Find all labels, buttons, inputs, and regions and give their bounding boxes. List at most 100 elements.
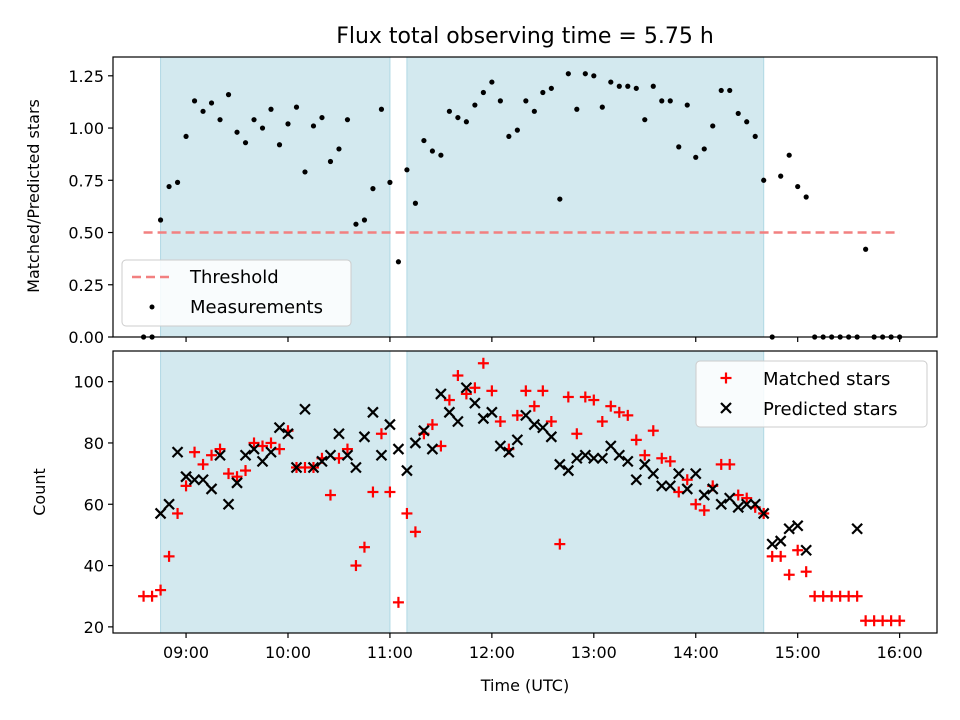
measurement-point — [531, 108, 537, 114]
x-tick-label: 11:00 — [367, 643, 413, 662]
predicted-point — [749, 498, 761, 511]
measurement-point — [616, 83, 622, 89]
predicted-point — [256, 455, 269, 468]
measurement-point — [438, 152, 444, 158]
predicted-point — [443, 406, 456, 419]
x-tick-label: 14:00 — [673, 643, 719, 662]
predicted-point — [800, 544, 812, 557]
measurement-point — [727, 87, 733, 94]
predicted-point — [774, 535, 787, 547]
measurement-point — [302, 169, 308, 175]
predicted-point — [494, 440, 507, 452]
predicted-point — [282, 427, 294, 440]
matched-point — [452, 370, 464, 382]
measurement-point — [786, 152, 792, 158]
matched-point — [732, 489, 744, 501]
predicted-point — [205, 483, 218, 495]
predicted-point — [188, 473, 201, 486]
measurement-point — [540, 89, 546, 96]
predicted-point — [477, 412, 490, 425]
predicted-point — [655, 480, 668, 492]
measurement-point — [489, 79, 495, 85]
matched-point — [409, 526, 421, 538]
bottom-legend-box — [695, 360, 928, 428]
predicted-point — [630, 473, 643, 486]
matched-point — [146, 590, 158, 602]
predicted-point — [452, 415, 464, 428]
matched-point — [223, 468, 235, 480]
predicted-point — [528, 418, 541, 431]
matched-point — [596, 416, 608, 427]
measurement-point — [735, 110, 741, 117]
matched-point — [231, 471, 243, 483]
matched-point — [189, 446, 201, 458]
y-tick-label: 20 — [84, 618, 104, 637]
predicted-point — [409, 437, 422, 449]
matched-point — [698, 504, 710, 516]
measurement-point — [387, 179, 393, 185]
legend-measurements-swatch — [149, 304, 155, 310]
predicted-point — [613, 449, 626, 461]
measurement-point — [514, 127, 520, 133]
measurement-point — [319, 114, 325, 121]
matched-point — [851, 590, 863, 602]
predicted-point — [239, 449, 252, 461]
measurement-point — [353, 221, 359, 227]
x-tick-label: 13:00 — [571, 643, 617, 662]
predicted-point — [214, 449, 226, 461]
matched-point — [494, 416, 506, 427]
measurement-point — [565, 71, 571, 77]
matched-point — [248, 437, 260, 449]
predicted-point — [273, 421, 286, 434]
predicted-point — [605, 440, 617, 452]
y-tick-label: 0.50 — [68, 224, 104, 243]
matched-point — [775, 550, 787, 562]
x-tick-label: 09:00 — [163, 643, 209, 662]
matched-point — [639, 449, 651, 461]
matched-point — [783, 569, 795, 581]
measurement-point — [327, 158, 334, 165]
y-tick-label: 0.25 — [68, 276, 104, 295]
y-tick-label: 0.75 — [68, 171, 104, 190]
matched-point — [214, 443, 226, 455]
shaded-interval — [406, 56, 765, 338]
predicted-point — [375, 449, 388, 461]
measurement-point — [582, 71, 588, 77]
matched-point — [333, 452, 345, 464]
measurement-point — [166, 183, 172, 190]
predicted-point — [171, 446, 184, 458]
predicted-point — [341, 449, 354, 461]
measurement-point — [667, 98, 673, 104]
y-tick-label: 1.25 — [68, 67, 104, 86]
measurement-point — [591, 73, 597, 79]
measurement-point — [157, 217, 164, 223]
predicted-point — [180, 470, 192, 483]
measurement-point — [744, 119, 750, 125]
y-tick-label: 1.00 — [68, 119, 104, 138]
predicted-point — [706, 483, 719, 495]
predicted-point — [715, 498, 728, 511]
measurement-point — [344, 117, 351, 123]
legend-predicted-swatch — [720, 402, 732, 414]
series-matched-stars — [138, 357, 906, 627]
measurement-point — [599, 104, 605, 110]
measurement-point — [421, 137, 427, 144]
matched-point — [443, 394, 455, 406]
matched-point — [681, 474, 693, 486]
predicted-point — [401, 464, 413, 477]
predicted-point — [622, 455, 634, 468]
measurement-point — [463, 119, 469, 125]
predicted-point — [290, 461, 303, 474]
measurement-point — [693, 154, 699, 160]
measurement-point — [310, 123, 317, 129]
x-tick-label: 16:00 — [877, 643, 923, 662]
predicted-point — [307, 461, 320, 474]
matched-point — [673, 486, 685, 498]
predicted-point — [163, 498, 175, 511]
predicted-point — [698, 489, 711, 501]
top-y-axis-label: Matched/Predicted stars — [24, 99, 43, 293]
predicted-point — [316, 455, 328, 468]
predicted-point — [358, 431, 371, 443]
matched-point — [367, 486, 379, 498]
predicted-point — [545, 431, 558, 443]
